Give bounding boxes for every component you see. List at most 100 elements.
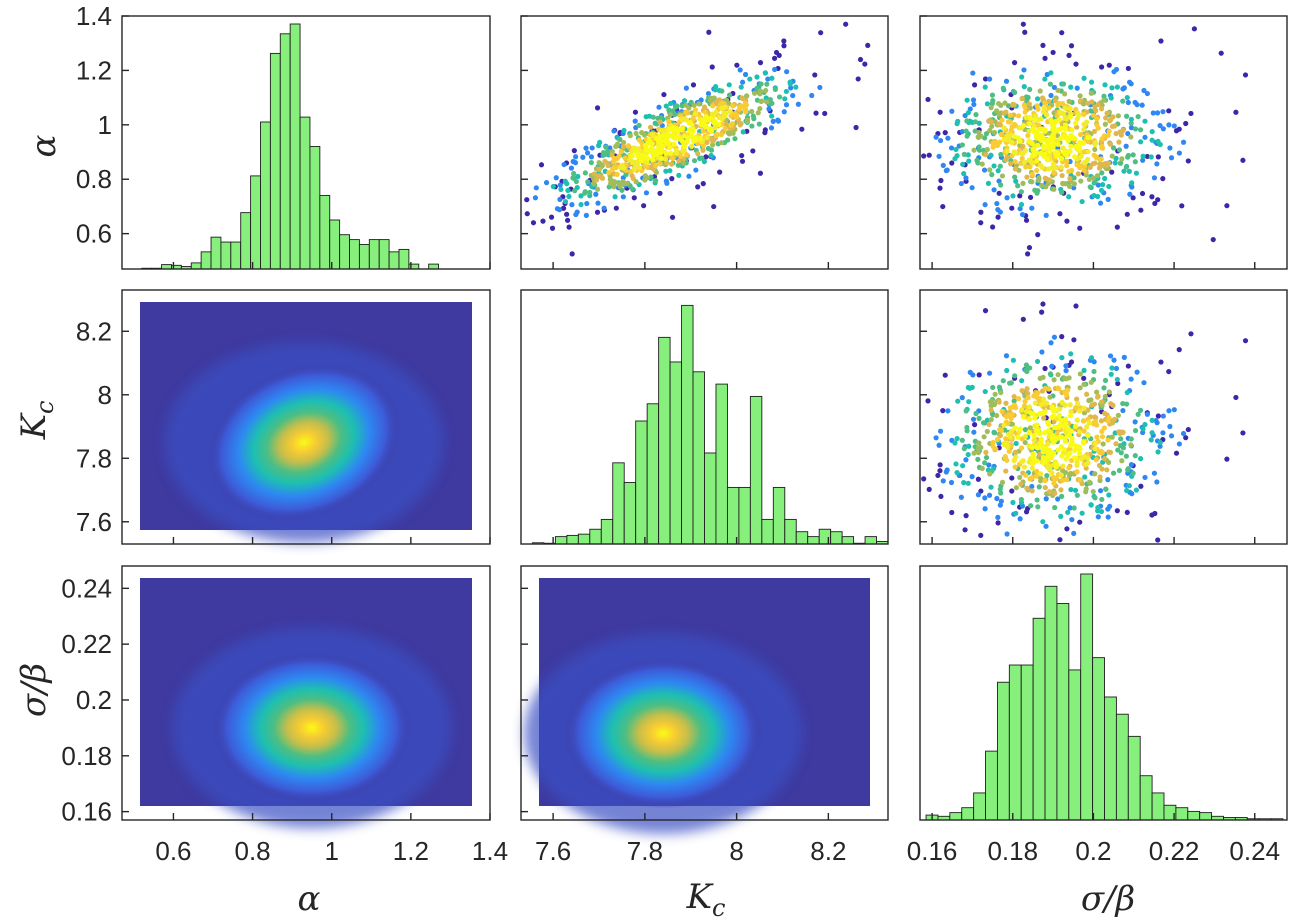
scatter-point bbox=[1097, 488, 1104, 494]
scatter-point bbox=[1116, 467, 1123, 474]
scatter-point bbox=[997, 502, 1003, 508]
hist-bar bbox=[577, 533, 591, 545]
scatter-point bbox=[689, 143, 695, 149]
scatter-point bbox=[710, 138, 716, 144]
scatter-point bbox=[669, 126, 675, 132]
scatter-point bbox=[1026, 128, 1032, 134]
scatter-point bbox=[975, 456, 981, 462]
scatter-point bbox=[1007, 405, 1013, 411]
scatter-point bbox=[1082, 474, 1088, 480]
scatter-point bbox=[970, 97, 977, 103]
scatter-point bbox=[1012, 449, 1018, 455]
scatter-point bbox=[1128, 125, 1135, 131]
scatter-point bbox=[959, 142, 965, 148]
scatter-point bbox=[1004, 154, 1010, 160]
scatter-point bbox=[1051, 186, 1057, 192]
scatter-point bbox=[1100, 441, 1106, 447]
axes-box bbox=[121, 15, 491, 270]
scatter-point bbox=[1035, 142, 1041, 148]
scatter-point bbox=[1167, 423, 1173, 430]
scatter-point bbox=[1055, 151, 1061, 157]
scatter-point bbox=[1091, 401, 1098, 407]
scatter-point bbox=[1171, 407, 1177, 413]
scatter-point bbox=[708, 147, 715, 153]
scatter-point bbox=[1144, 90, 1150, 97]
scatter-point bbox=[1128, 134, 1134, 140]
scatter-point bbox=[1049, 118, 1055, 124]
scatter-point bbox=[1049, 363, 1055, 369]
scatter-point bbox=[686, 128, 693, 134]
ylabel-kc-sub: c bbox=[31, 401, 59, 414]
hist-bar bbox=[368, 239, 380, 270]
scatter-point bbox=[693, 167, 699, 173]
hist-bar bbox=[309, 146, 321, 270]
scatter-point bbox=[764, 81, 770, 87]
scatter-point bbox=[992, 391, 998, 397]
scatter-point bbox=[1080, 439, 1086, 445]
scatter-point bbox=[1067, 413, 1074, 419]
scatter-point bbox=[1091, 193, 1097, 199]
scatter-point bbox=[686, 105, 692, 111]
scatter-point bbox=[648, 174, 654, 180]
scatter-point bbox=[582, 190, 588, 196]
scatter-point bbox=[772, 66, 778, 73]
y-tick-label: 1.4 bbox=[76, 1, 112, 31]
scatter-point bbox=[1099, 434, 1106, 440]
scatter-point bbox=[940, 408, 946, 414]
hist-bar bbox=[623, 482, 637, 545]
scatter-point bbox=[1050, 126, 1056, 132]
scatter-point bbox=[961, 171, 967, 177]
scatter-point bbox=[963, 513, 969, 519]
scatter-point bbox=[1013, 440, 1019, 447]
scatter-point bbox=[955, 398, 961, 404]
scatter-point bbox=[971, 147, 977, 153]
scatter-point bbox=[620, 143, 627, 149]
scatter-point bbox=[680, 148, 687, 154]
scatter-point bbox=[696, 101, 702, 107]
scatter-point bbox=[1054, 128, 1060, 134]
scatter-point bbox=[1158, 359, 1164, 365]
hist-bar bbox=[378, 239, 390, 270]
scatter-point bbox=[667, 168, 673, 174]
xlabel-kc: Kc bbox=[686, 877, 726, 922]
scatter-point bbox=[1003, 109, 1009, 115]
scatter-point bbox=[1137, 127, 1144, 133]
scatter-point bbox=[978, 133, 984, 139]
scatter-point bbox=[1043, 212, 1049, 218]
axes-box bbox=[919, 565, 1288, 821]
scatter-point bbox=[657, 160, 663, 166]
hist-bar bbox=[949, 812, 963, 821]
scatter-point bbox=[1051, 413, 1057, 419]
scatter-point bbox=[948, 479, 955, 486]
scatter-point bbox=[1019, 74, 1025, 80]
scatter-point bbox=[995, 168, 1001, 174]
scatter-point bbox=[1088, 108, 1094, 114]
scatter-point bbox=[944, 467, 950, 473]
scatter-point bbox=[1037, 478, 1044, 484]
scatter-point bbox=[605, 163, 611, 169]
scatter-point bbox=[1115, 380, 1121, 387]
hist-bar bbox=[807, 536, 820, 545]
y-tick-label: 0.6 bbox=[76, 219, 112, 249]
scatter-point bbox=[978, 220, 984, 226]
scatter-point bbox=[1043, 523, 1049, 529]
scatter-point bbox=[1144, 411, 1150, 417]
scatter-point bbox=[1140, 157, 1146, 163]
scatter-point bbox=[1102, 121, 1108, 127]
scatter-point bbox=[989, 123, 995, 129]
scatter-point bbox=[991, 163, 997, 169]
scatter-point bbox=[1066, 98, 1072, 105]
scatter-point bbox=[1050, 407, 1056, 413]
scatter-point bbox=[627, 133, 633, 139]
scatter-point bbox=[1081, 97, 1088, 103]
scatter-point bbox=[1039, 349, 1045, 355]
scatter-point bbox=[600, 149, 607, 156]
scatter-point bbox=[1025, 94, 1031, 101]
scatter-point bbox=[1065, 509, 1071, 515]
scatter-point bbox=[1021, 67, 1027, 73]
scatter-point bbox=[1027, 425, 1033, 431]
hist-bar bbox=[973, 792, 986, 821]
scatter-point bbox=[999, 117, 1005, 123]
scatter-point bbox=[1042, 55, 1048, 61]
scatter-point bbox=[1013, 405, 1019, 411]
